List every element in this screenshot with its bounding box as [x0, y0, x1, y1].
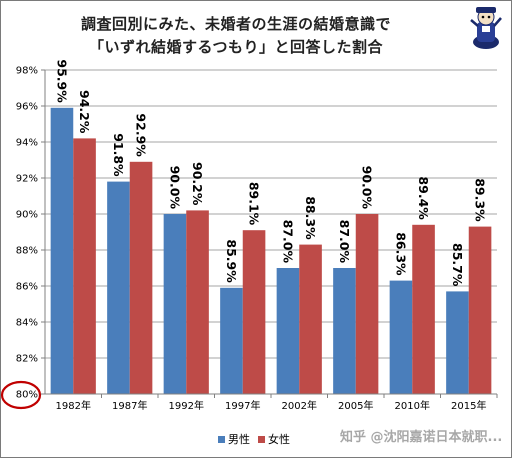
bar-female — [73, 138, 96, 394]
data-label-female: 90.2% — [190, 162, 205, 206]
data-label-female: 89.1% — [247, 182, 262, 226]
data-label-male: 86.3% — [393, 232, 408, 276]
bar-female — [186, 210, 209, 394]
data-label-male: 90.0% — [167, 166, 182, 210]
bar-female — [299, 244, 322, 394]
bar-female — [412, 224, 435, 394]
chart-title-line1: 調査回別にみた、未婚者の生涯の結婚意識で — [80, 15, 391, 33]
legend-swatch-male — [218, 435, 225, 443]
y-tick-label: 92% — [16, 174, 38, 185]
data-label-male: 87.0% — [337, 220, 352, 264]
bar-male — [333, 268, 356, 394]
y-tick-label: 84% — [16, 318, 38, 329]
bar-male — [446, 291, 469, 394]
bar-female — [468, 226, 492, 394]
y-tick-label: 90% — [16, 210, 38, 221]
y-tick-label: 98% — [16, 66, 38, 77]
data-label-female: 89.3% — [473, 178, 488, 222]
y-tick-label: 88% — [16, 246, 38, 257]
x-tick-label: 2005年 — [338, 399, 373, 412]
data-label-female: 90.0% — [360, 166, 375, 210]
x-tick-label: 1982年 — [56, 399, 91, 412]
data-label-female: 92.9% — [134, 113, 149, 157]
data-label-female: 88.3% — [303, 196, 318, 240]
x-tick-label: 1987年 — [112, 399, 147, 412]
bar-male — [107, 181, 130, 394]
x-tick-label: 2015年 — [451, 399, 486, 412]
data-label-male: 91.8% — [111, 133, 126, 177]
x-tick-label: 2002年 — [282, 399, 317, 412]
bar-female — [242, 230, 266, 394]
legend-label-female: 女性 — [268, 433, 290, 446]
bar-male — [163, 214, 187, 394]
data-label-male: 87.0% — [280, 220, 295, 264]
bar-male — [50, 107, 74, 395]
bar-male — [220, 287, 243, 394]
legend-item-male: 男性 — [218, 431, 250, 447]
x-tick-label: 2010年 — [395, 399, 430, 412]
y-tick-label: 96% — [16, 102, 38, 113]
y-tick-label: 86% — [16, 282, 38, 293]
y-tick-label: 82% — [16, 354, 38, 365]
legend-swatch-female — [258, 435, 265, 443]
mascot-logo-icon — [470, 7, 502, 49]
chart-title-line2: 「いずれ結婚するつもり」と回答した割合 — [89, 38, 383, 56]
x-tick-label: 1997年 — [225, 399, 260, 412]
bar-male — [276, 268, 300, 394]
bar-female — [129, 161, 153, 394]
y-tick-label: 94% — [16, 138, 38, 149]
chart-legend: 男性 女性 — [218, 431, 290, 447]
legend-label-male: 男性 — [228, 433, 250, 446]
data-label-male: 85.9% — [224, 239, 239, 283]
y-tick-label: 80% — [16, 390, 38, 401]
bar-female — [355, 214, 379, 394]
data-label-female: 89.4% — [416, 176, 431, 220]
legend-item-female: 女性 — [258, 431, 290, 447]
baseline-highlight-circle — [0, 380, 42, 410]
data-label-male: 85.7% — [450, 243, 465, 287]
bar-male — [389, 280, 413, 394]
x-tick-label: 1992年 — [169, 399, 204, 412]
watermark: 知乎 @沈阳嘉诺日本就职... — [340, 430, 503, 445]
data-label-male: 95.9% — [54, 59, 69, 103]
data-label-female: 94.2% — [77, 90, 92, 134]
